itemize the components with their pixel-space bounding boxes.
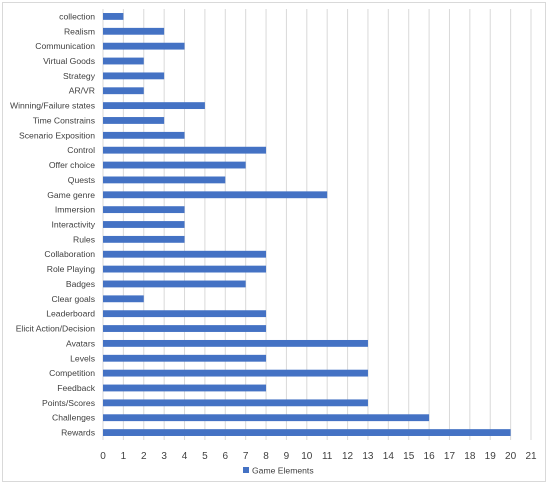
x-tick-label: 12	[342, 451, 354, 462]
bar	[103, 57, 144, 65]
x-tick-label: 19	[485, 451, 497, 462]
bar	[103, 414, 430, 422]
bar	[103, 221, 185, 228]
category-label: Quests	[68, 175, 95, 185]
category-label: Challenges	[52, 413, 95, 423]
category-label: collection	[59, 11, 95, 21]
category-label: Time Constrains	[33, 115, 95, 125]
category-label: Points/Scores	[42, 398, 95, 408]
bar	[103, 206, 185, 214]
category-label: Role Playing	[47, 264, 95, 274]
x-tick-label: 4	[182, 451, 188, 462]
category-label: Control	[67, 145, 95, 155]
bar	[103, 42, 185, 50]
bar	[103, 369, 368, 377]
gridlines	[102, 9, 532, 440]
category-label: Game genre	[47, 190, 95, 200]
category-label: Feedback	[57, 383, 95, 393]
category-label: Rewards	[61, 428, 95, 438]
bar	[103, 131, 185, 139]
category-label: Interactivity	[52, 220, 96, 230]
bar	[103, 13, 124, 20]
category-label: Rules	[73, 234, 95, 244]
category-label: Levels	[70, 353, 95, 363]
bar	[103, 161, 246, 169]
bar	[103, 429, 511, 436]
x-tick-label: 2	[141, 451, 147, 462]
category-label: Scenario Exposition	[19, 130, 95, 140]
x-tick-label: 0	[100, 451, 106, 462]
category-label: Virtual Goods	[43, 56, 95, 66]
category-label: Offer choice	[49, 160, 95, 170]
category-label: Communication	[35, 41, 95, 51]
category-label: Collaboration	[44, 249, 95, 259]
bar	[103, 250, 267, 258]
bar	[103, 399, 368, 407]
x-tick-label: 21	[525, 451, 537, 462]
category-label: Badges	[66, 279, 95, 289]
category-labels: collection Realism Communication Virtual Go…	[10, 11, 96, 437]
bar	[103, 27, 165, 35]
x-tick-label: 20	[505, 451, 517, 462]
x-tick-label: 10	[301, 451, 313, 462]
category-label: AR/VR	[69, 86, 95, 96]
bar	[103, 235, 185, 243]
bar	[103, 265, 267, 273]
bar	[103, 87, 144, 95]
category-label: Leaderboard	[46, 309, 95, 319]
category-label: Immersion	[55, 205, 95, 215]
category-label: Realism	[64, 26, 95, 36]
legend: Game Elements	[243, 466, 314, 476]
bar	[103, 384, 267, 392]
category-label: Winning/Failure states	[10, 101, 95, 111]
bar	[103, 339, 368, 347]
legend-label: Game Elements	[252, 466, 314, 476]
bar	[103, 325, 267, 332]
bar	[103, 191, 328, 199]
bar	[103, 295, 144, 303]
bar	[103, 146, 267, 154]
x-tick-label: 9	[284, 451, 290, 462]
category-label: Clear goals	[52, 294, 95, 304]
bar	[103, 354, 267, 362]
bars	[103, 13, 511, 436]
category-label: Competition	[49, 368, 95, 378]
category-label: Elicit Action/Decision	[16, 324, 96, 334]
x-tick-labels: 0 1 2 3 4 5 6 7 8 9 10 11 12 13 14 15 16 17 18 19 20 21	[100, 451, 537, 462]
category-label: Avatars	[66, 338, 95, 348]
x-tick-label: 3	[161, 451, 167, 462]
bar	[103, 176, 226, 184]
x-tick-label: 14	[383, 451, 395, 462]
x-tick-label: 5	[202, 451, 208, 462]
x-tick-label: 15	[403, 451, 415, 462]
x-tick-label: 17	[444, 451, 456, 462]
x-tick-label: 8	[263, 451, 269, 462]
x-tick-label: 7	[243, 451, 249, 462]
legend-swatch	[243, 467, 249, 473]
x-tick-label: 6	[223, 451, 229, 462]
x-tick-label: 13	[362, 451, 374, 462]
bar	[103, 310, 267, 318]
x-tick-label: 18	[464, 451, 476, 462]
x-tick-label: 16	[424, 451, 436, 462]
x-tick-label: 11	[322, 451, 333, 462]
bar	[103, 280, 246, 288]
bar	[103, 72, 165, 80]
x-tick-label: 1	[121, 451, 127, 462]
category-label: Strategy	[63, 71, 96, 81]
bar	[103, 102, 205, 110]
bar	[103, 117, 165, 124]
